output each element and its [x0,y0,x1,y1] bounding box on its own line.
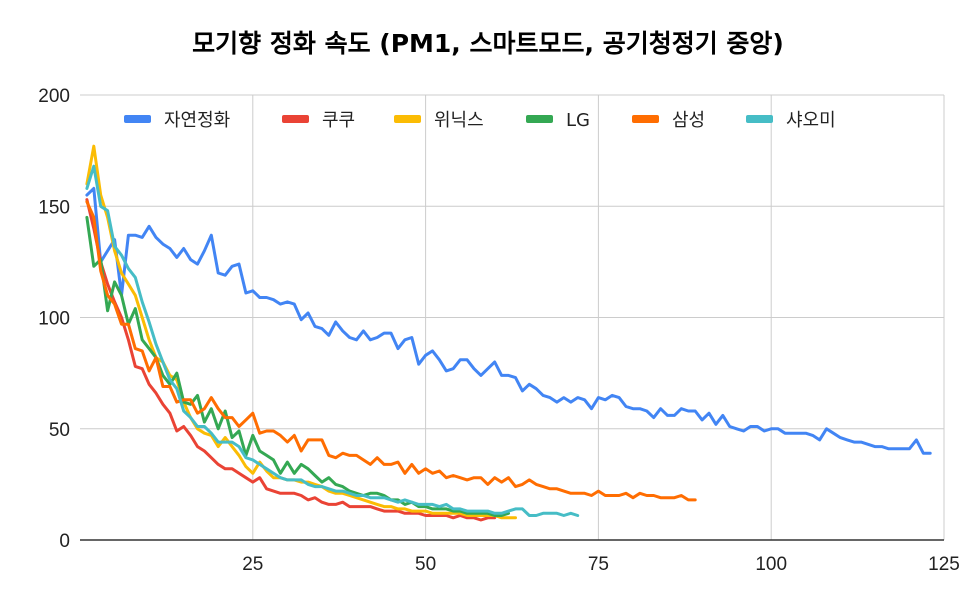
y-tick-label: 0 [59,531,70,552]
x-tick-label: 50 [415,554,436,575]
series-line-1 [85,198,497,522]
legend-label-5: 샤오미 [786,110,836,131]
x-tick-label: 75 [588,554,609,575]
legend-label-1: 쿠쿠 [322,110,355,131]
legend-label-4: 삼성 [672,110,705,131]
legend-swatch-3 [526,115,553,123]
series-line-5 [85,164,580,517]
x-tick-label: 100 [755,554,787,575]
legend-swatch-0 [124,115,151,123]
series-line-0 [85,186,932,455]
x-tick-label: 25 [242,554,263,575]
legend-swatch-4 [632,115,659,123]
legend-swatch-2 [394,115,421,123]
y-tick-label: 150 [38,197,70,218]
series-line-2 [85,144,517,520]
legend-label-0: 자연정화 [164,110,230,131]
y-tick-label: 100 [38,309,70,330]
chart-title: 모기향 정화 속도 (PM1, 스마트모드, 공기청정기 중앙) [192,29,784,58]
legend-label-2: 위닉스 [434,110,484,131]
y-tick-label: 50 [49,420,70,441]
legend-label-3: LG [566,110,590,131]
legend-swatch-5 [746,115,773,123]
series-line-4 [85,200,697,502]
x-tick-label: 125 [928,554,960,575]
legend-swatch-1 [282,115,309,123]
y-tick-label: 200 [38,86,70,107]
